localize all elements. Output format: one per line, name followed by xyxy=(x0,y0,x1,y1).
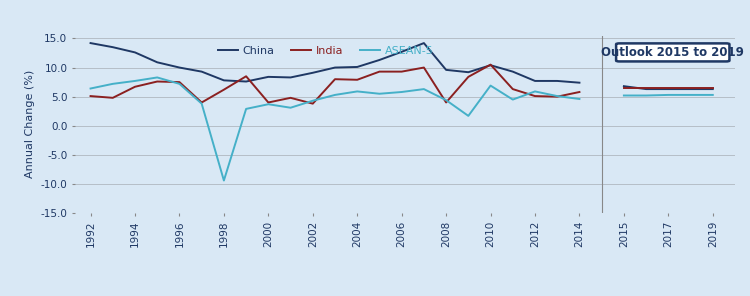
Text: Outlook 2015 to 2019: Outlook 2015 to 2019 xyxy=(602,46,744,59)
India xyxy=(220,88,229,91)
China xyxy=(575,81,584,84)
China xyxy=(242,80,250,83)
India xyxy=(575,90,584,94)
China xyxy=(264,75,273,79)
China xyxy=(108,45,117,49)
ASEAN-5 xyxy=(264,102,273,106)
China xyxy=(286,76,295,79)
ASEAN-5 xyxy=(375,92,384,96)
India xyxy=(242,75,250,78)
ASEAN-5 xyxy=(575,97,584,101)
China xyxy=(220,78,229,82)
Line: China: China xyxy=(91,43,580,83)
India xyxy=(197,101,206,104)
India xyxy=(130,85,140,89)
China xyxy=(308,71,317,75)
Line: ASEAN-5: ASEAN-5 xyxy=(91,78,580,181)
ASEAN-5 xyxy=(352,90,362,93)
ASEAN-5 xyxy=(442,98,451,102)
ASEAN-5 xyxy=(108,82,117,86)
India xyxy=(331,78,340,81)
China xyxy=(464,70,472,74)
India xyxy=(464,75,472,79)
India xyxy=(442,101,451,104)
ASEAN-5 xyxy=(398,90,406,94)
ASEAN-5 xyxy=(464,114,472,118)
India xyxy=(286,96,295,99)
India xyxy=(419,66,428,69)
China xyxy=(530,79,539,83)
China xyxy=(175,66,184,69)
China xyxy=(375,58,384,62)
Legend: China, India, ASEAN-5: China, India, ASEAN-5 xyxy=(214,41,438,60)
India xyxy=(308,102,317,105)
China xyxy=(553,79,562,83)
China xyxy=(509,70,518,73)
ASEAN-5 xyxy=(175,82,184,86)
China xyxy=(153,60,162,64)
Y-axis label: Annual Change (%): Annual Change (%) xyxy=(25,70,35,178)
India xyxy=(375,70,384,73)
China xyxy=(130,51,140,54)
ASEAN-5 xyxy=(86,87,95,90)
China xyxy=(197,70,206,73)
ASEAN-5 xyxy=(553,94,562,98)
ASEAN-5 xyxy=(286,106,295,110)
ASEAN-5 xyxy=(308,99,317,102)
China xyxy=(398,50,406,54)
India xyxy=(352,78,362,82)
India xyxy=(108,96,117,99)
FancyBboxPatch shape xyxy=(616,44,730,62)
ASEAN-5 xyxy=(242,107,250,111)
India xyxy=(175,80,184,84)
India xyxy=(398,70,406,73)
India xyxy=(509,87,518,91)
ASEAN-5 xyxy=(509,98,518,101)
Line: India: India xyxy=(91,65,580,104)
ASEAN-5 xyxy=(220,179,229,182)
India xyxy=(553,95,562,99)
India xyxy=(486,63,495,66)
ASEAN-5 xyxy=(130,79,140,83)
India xyxy=(86,94,95,98)
India xyxy=(264,101,273,104)
ASEAN-5 xyxy=(530,90,539,93)
China xyxy=(352,65,362,69)
China xyxy=(442,68,451,72)
ASEAN-5 xyxy=(197,102,206,105)
ASEAN-5 xyxy=(419,87,428,91)
India xyxy=(153,80,162,83)
ASEAN-5 xyxy=(153,76,162,79)
ASEAN-5 xyxy=(331,93,340,97)
China xyxy=(86,41,95,45)
India xyxy=(530,94,539,98)
ASEAN-5 xyxy=(486,84,495,87)
China xyxy=(331,66,340,69)
China xyxy=(486,63,495,67)
China xyxy=(419,41,428,45)
